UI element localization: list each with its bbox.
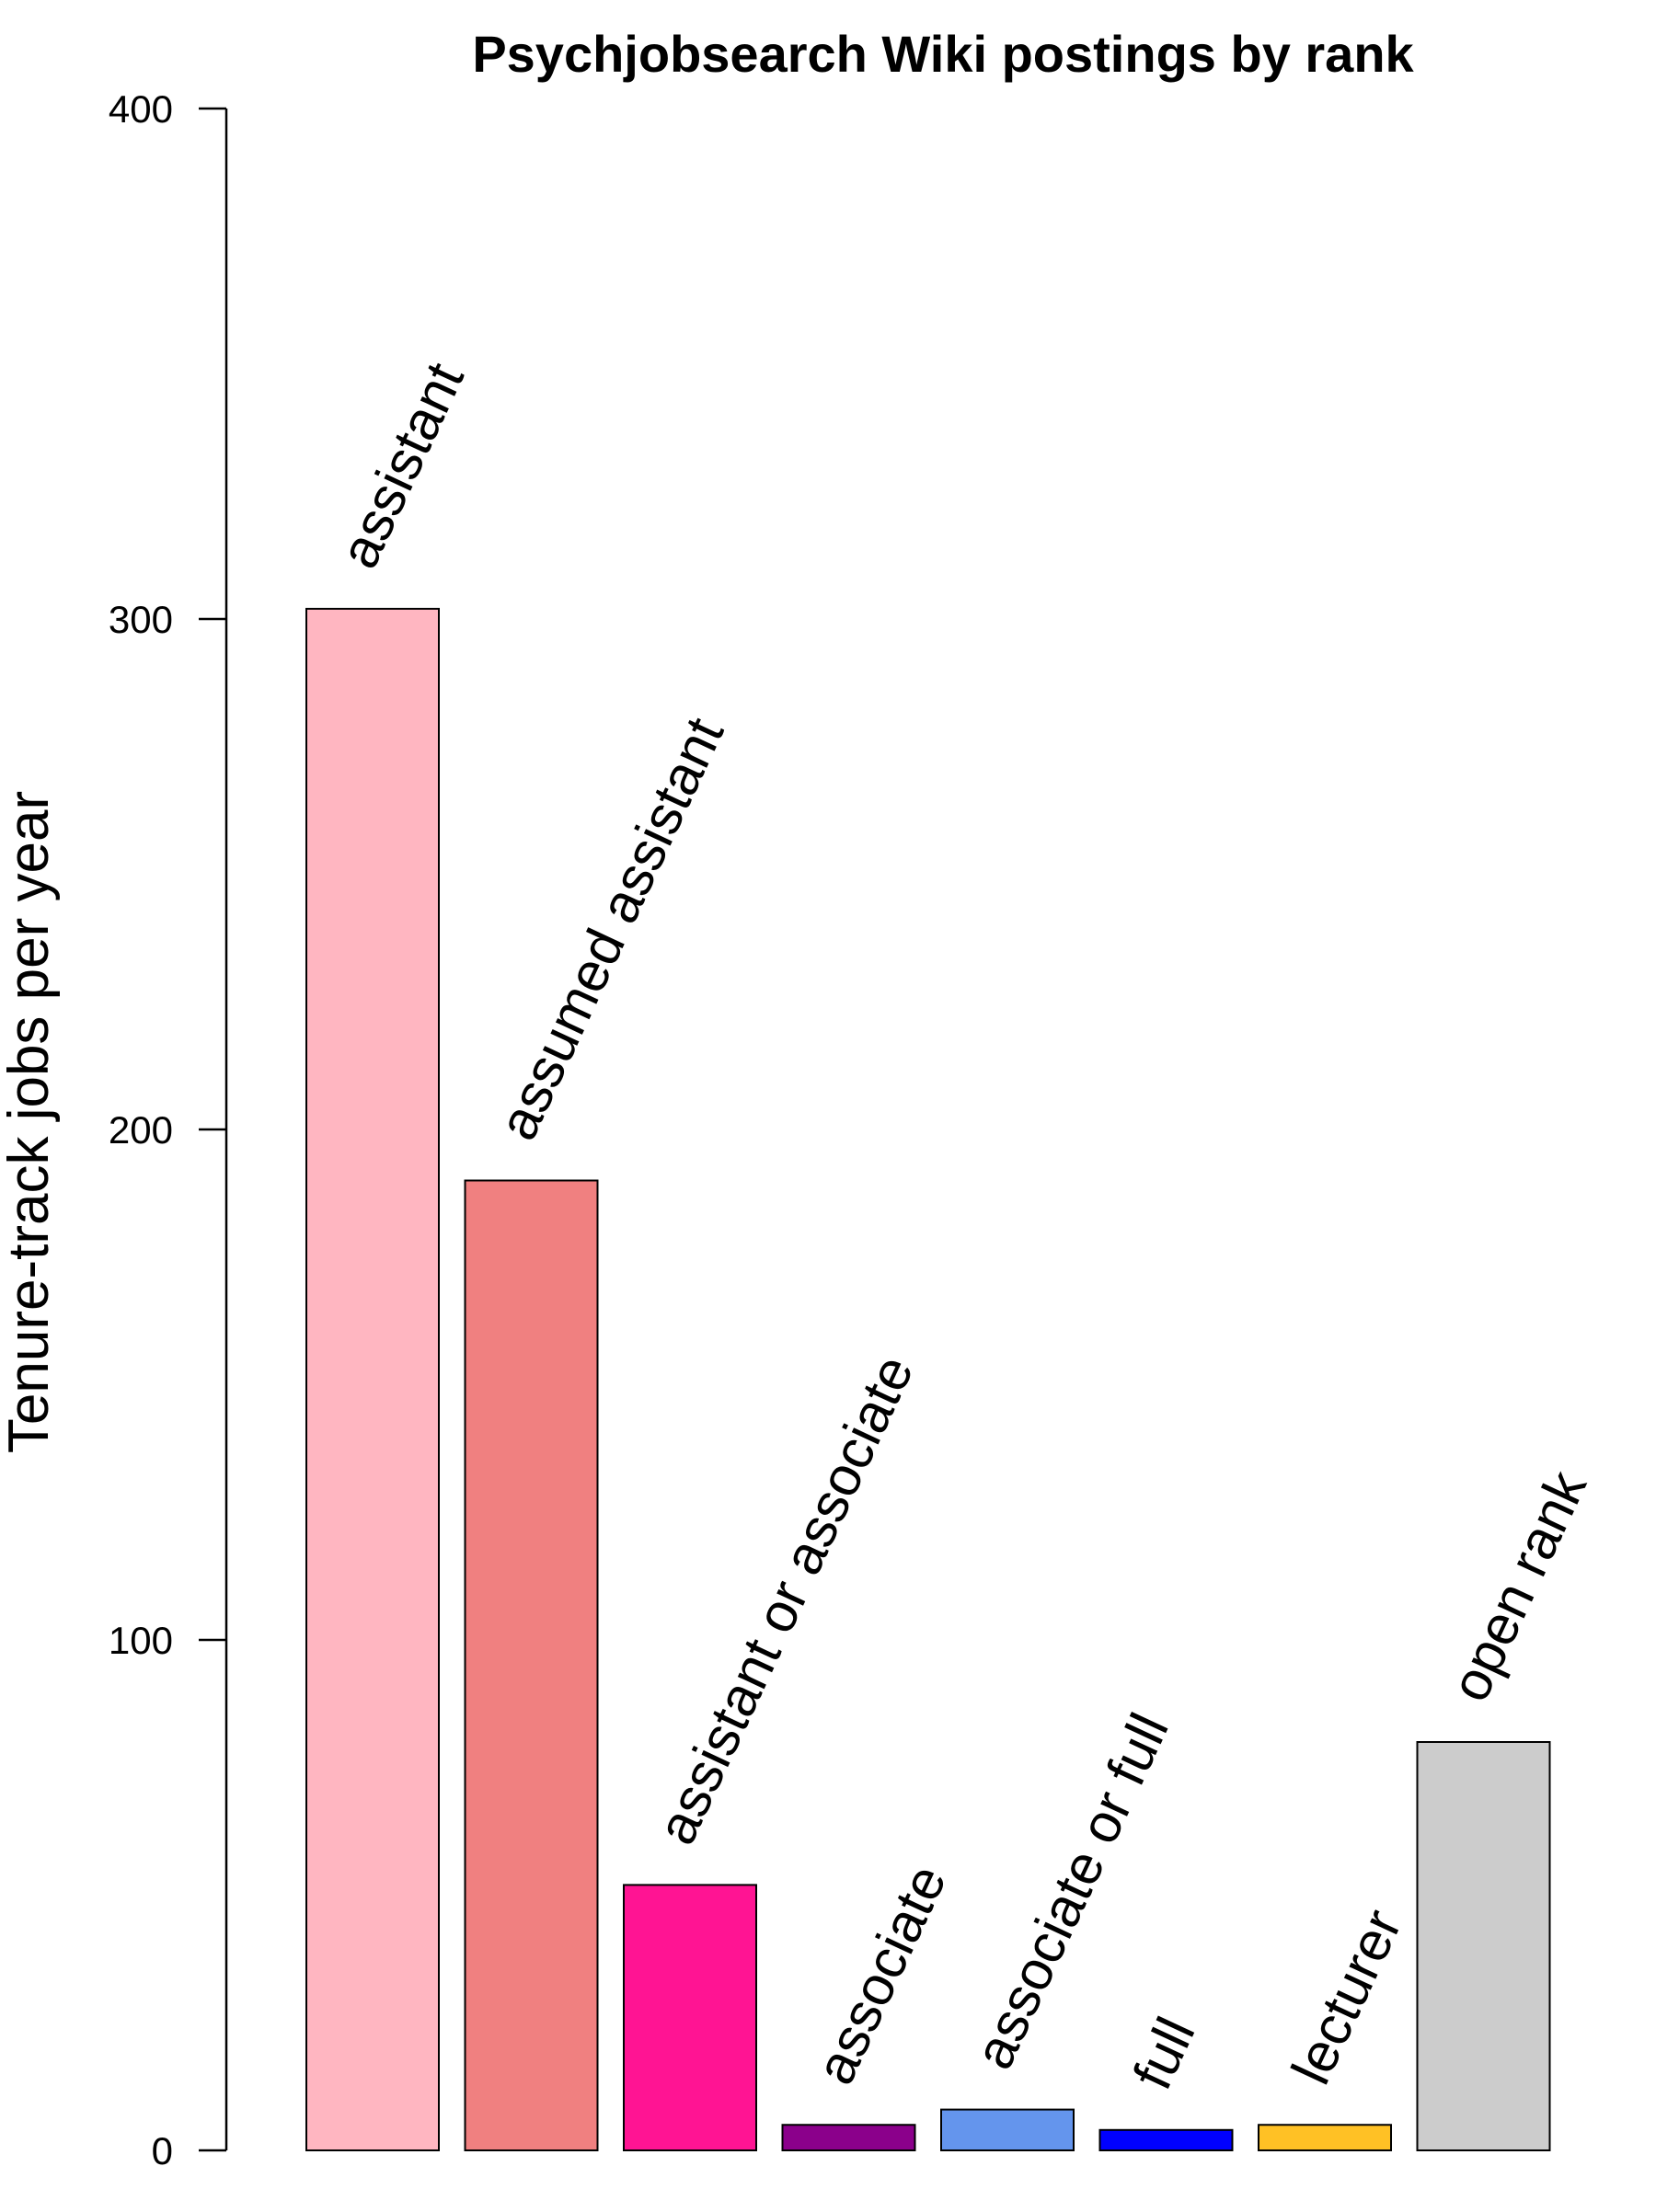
bar [1098, 2128, 1234, 2152]
y-tick-label: 200 [109, 1108, 173, 1152]
bar-label: assistant [328, 353, 476, 577]
bar [464, 1179, 599, 2151]
bar-label: full [1121, 2008, 1207, 2098]
bar [623, 1884, 757, 2151]
y-axis-label: Tenure-track jobs per year [0, 791, 61, 1453]
bar-label: assumed assistant [487, 708, 736, 1149]
y-tick-label: 0 [152, 2129, 173, 2172]
bar [1258, 2124, 1392, 2151]
bar-label: lecturer [1280, 1900, 1413, 2093]
bar [305, 607, 440, 2151]
y-tick-label: 100 [109, 1619, 173, 1662]
y-tick-label: 400 [109, 87, 173, 131]
bar [1416, 1741, 1551, 2151]
y-axis: 0 100 200 300 400 [109, 87, 228, 2172]
bars [305, 607, 1551, 2152]
y-tick-label: 300 [109, 598, 173, 641]
bar-label: open rank [1439, 1461, 1599, 1710]
bar-label: associate [804, 1856, 959, 2093]
bar [781, 2124, 916, 2151]
chart-title: Psychjobsearch Wiki postings by rank [472, 25, 1414, 83]
bar [940, 2108, 1075, 2152]
bar-label: assistant or associate [645, 1347, 926, 1853]
